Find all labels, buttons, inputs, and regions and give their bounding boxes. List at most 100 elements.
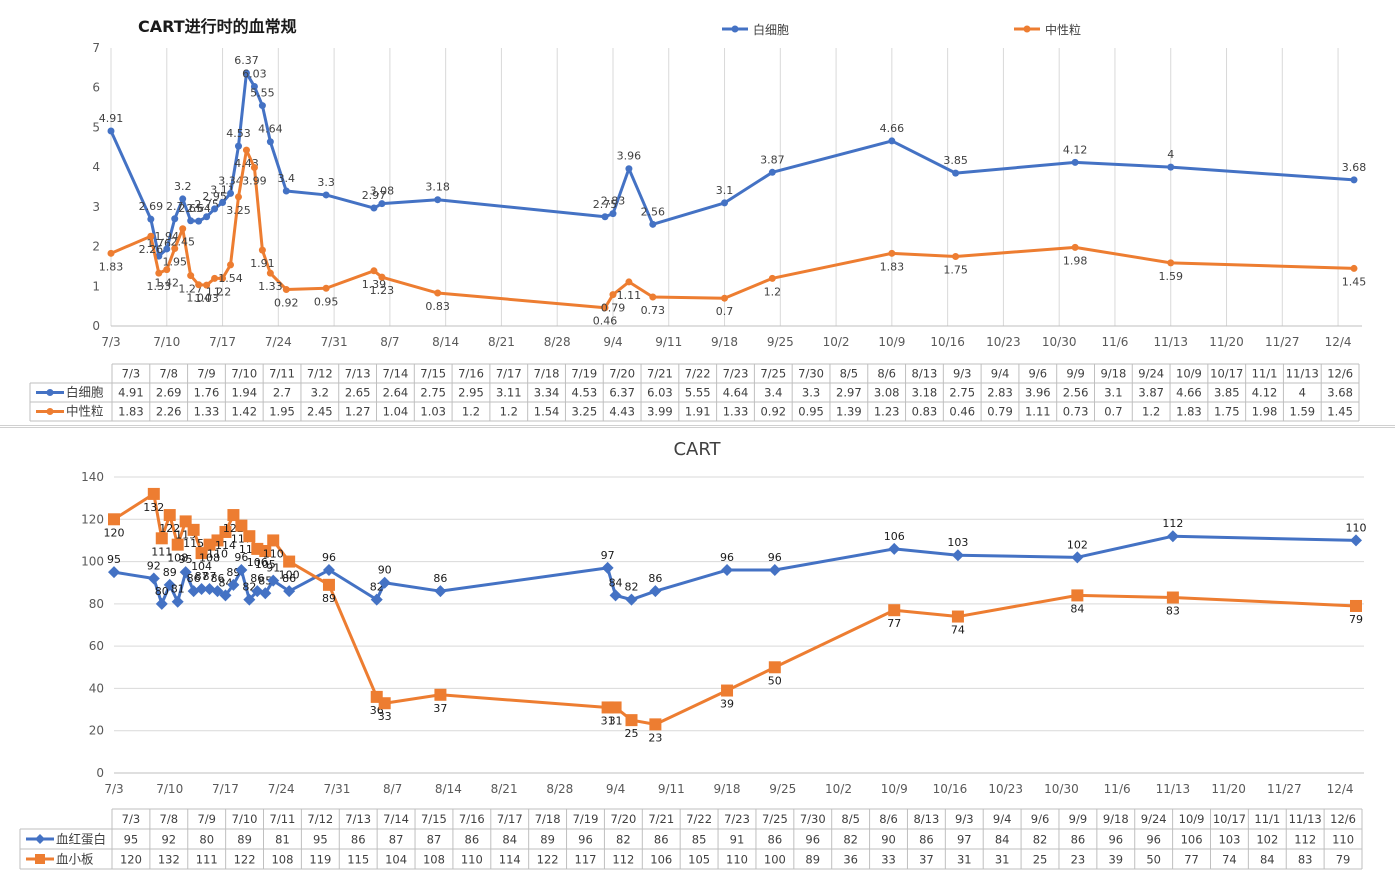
data-point <box>147 572 160 585</box>
table-header-cell: 7/15 <box>421 812 447 826</box>
data-point <box>250 164 258 172</box>
data-label: 4.53 <box>226 127 251 140</box>
table-header-cell: 7/21 <box>647 366 673 380</box>
data-point <box>951 610 964 623</box>
data-label: 106 <box>247 556 268 569</box>
table-legend-marker <box>35 854 45 864</box>
table-header-cell: 7/25 <box>762 812 788 826</box>
x-tick-label: 8/7 <box>380 335 399 349</box>
table-cell: 4.12 <box>1252 386 1278 400</box>
data-label: 2.65 <box>178 202 203 215</box>
table-cell: 89 <box>805 852 820 866</box>
data-point <box>951 549 964 562</box>
table-cell: 1.27 <box>345 405 371 419</box>
table-cell: 108 <box>423 852 445 866</box>
table-cell: 103 <box>1218 832 1240 846</box>
x-tick-label: 9/25 <box>767 335 794 349</box>
data-point <box>163 578 176 591</box>
x-tick-label: 10/30 <box>1042 335 1077 349</box>
data-point <box>378 576 391 589</box>
data-label: 86 <box>250 572 264 585</box>
data-label: 82 <box>625 581 639 594</box>
table-cell: 1.33 <box>194 405 220 419</box>
table-header-cell: 8/13 <box>912 366 938 380</box>
data-point <box>609 589 622 602</box>
data-label: 0.79 <box>601 302 626 315</box>
table-header-cell: 7/14 <box>383 812 409 826</box>
x-tick-label: 10/23 <box>988 782 1023 796</box>
data-point <box>1071 589 1084 602</box>
table-cell: 82 <box>1033 832 1048 846</box>
data-point <box>625 593 638 606</box>
data-point <box>1350 534 1362 547</box>
data-point <box>155 252 163 260</box>
table-cell: 80 <box>199 832 214 846</box>
chart-panel-blood-routine: CART进行时的血常规 0 1 2 3 4 5 6 7 7/3 7/10 7/17 7/24 7/31 8/… <box>0 0 1395 426</box>
table-header-cell: 7/13 <box>345 812 371 826</box>
table-header-cell: 7/21 <box>648 812 674 826</box>
x-tick-label: 7/3 <box>104 782 123 796</box>
data-point <box>768 168 776 176</box>
x-tick-label: 11/6 <box>1101 335 1128 349</box>
data-label: 86 <box>282 572 296 585</box>
data-label: 86 <box>211 572 225 585</box>
series-line-2 <box>110 148 1355 310</box>
table-header-cell: 7/30 <box>800 812 826 826</box>
x-tick-label: 11/27 <box>1267 782 1302 796</box>
table-cell: 1.2 <box>1142 405 1160 419</box>
x-tick-label: 7/10 <box>156 782 183 796</box>
data-label: 91 <box>266 562 280 575</box>
table-cell: 117 <box>575 852 597 866</box>
table-cell: 31 <box>957 852 972 866</box>
table-header-cell: 7/10 <box>231 366 257 380</box>
table-cell: 5.55 <box>685 386 711 400</box>
table-cell: 6.37 <box>609 386 635 400</box>
table-header-cell: 7/23 <box>723 366 749 380</box>
table-cell: 102 <box>1256 832 1278 846</box>
data-label: 0.7 <box>716 305 734 318</box>
chart-title: CART进行时的血常规 <box>138 17 297 36</box>
data-point <box>171 215 179 223</box>
data-point <box>888 249 896 257</box>
table-cell: 3.25 <box>572 405 598 419</box>
data-point <box>211 274 219 282</box>
table-header-cell: 9/24 <box>1138 366 1164 380</box>
x-tick-label: 10/9 <box>881 782 908 796</box>
table-cell: 1.23 <box>874 405 900 419</box>
table-cell: 83 <box>1298 852 1313 866</box>
data-label: 1.83 <box>880 260 905 273</box>
table-cell: 1.33 <box>723 405 749 419</box>
x-tick-label: 11/27 <box>1265 335 1300 349</box>
table-header-cell: 9/3 <box>953 366 972 380</box>
data-label: 74 <box>951 624 965 637</box>
table-cell: 112 <box>1294 832 1316 846</box>
table-cell: 82 <box>616 832 631 846</box>
table-cell: 84 <box>1260 852 1275 866</box>
data-label: 3.68 <box>1342 161 1367 174</box>
data-point <box>721 564 734 577</box>
data-label: 1.33 <box>258 280 283 293</box>
data-label: 0.46 <box>593 315 618 328</box>
table-cell: 50 <box>1146 852 1161 866</box>
x-tick-label: 10/16 <box>930 335 965 349</box>
table-cell: 37 <box>919 852 934 866</box>
data-point <box>227 578 240 591</box>
table-cell: 3.08 <box>874 386 900 400</box>
data-point <box>155 597 168 610</box>
table-cell: 1.11 <box>1025 405 1051 419</box>
table-cell: 3.2 <box>311 386 329 400</box>
table-header-cell: 9/9 <box>1066 366 1085 380</box>
data-label: 39 <box>720 698 734 711</box>
data-label: 81 <box>171 583 185 596</box>
table-header-cell: 9/4 <box>991 366 1010 380</box>
data-point <box>282 187 290 195</box>
data-label: 90 <box>378 564 392 577</box>
data-label: 31 <box>609 714 623 727</box>
data-label: 23 <box>648 731 662 744</box>
table-header-cell: 7/8 <box>159 366 178 380</box>
data-label: 1.11 <box>617 289 642 302</box>
table-header-cell: 9/6 <box>1031 812 1050 826</box>
y-tick-label: 4 <box>92 160 100 174</box>
data-point <box>147 487 160 500</box>
table-header-cell: 10/17 <box>1213 812 1246 826</box>
